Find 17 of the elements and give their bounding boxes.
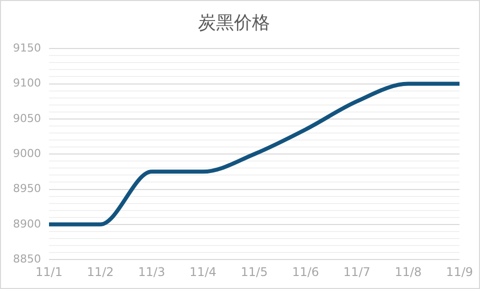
y-tick-label: 8900 (12, 217, 41, 230)
x-tick-label: 11/8 (394, 264, 422, 279)
y-tick-label: 8950 (12, 182, 41, 196)
x-tick-label: 11/6 (292, 264, 320, 279)
x-tick-label: 11/1 (36, 264, 62, 279)
x-tick-label: 11/3 (138, 264, 166, 279)
y-tick-label: 9000 (12, 146, 41, 160)
x-tick-label: 11/2 (86, 264, 114, 279)
y-tick-label: 9150 (12, 41, 41, 54)
x-tick-label: 11/4 (189, 264, 216, 279)
y-tick-label: 9100 (12, 76, 41, 90)
y-tick-label: 8850 (12, 252, 41, 266)
y-tick-label: 9050 (12, 112, 41, 125)
x-tick-label: 11/9 (446, 264, 474, 279)
x-tick-label: 11/7 (343, 264, 370, 279)
chart-title: 炭黑价格 (198, 12, 270, 34)
x-tick-label: 11/5 (240, 264, 268, 279)
